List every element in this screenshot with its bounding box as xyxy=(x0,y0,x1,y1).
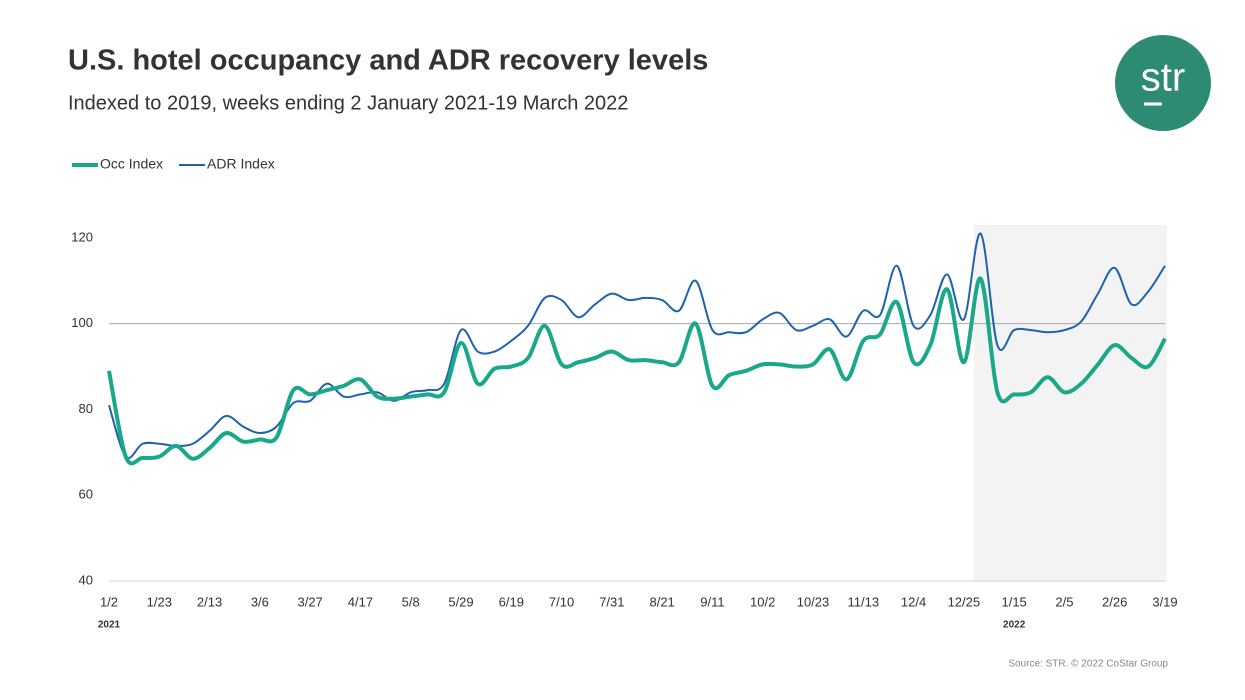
x-tick-label: 10/2 xyxy=(750,594,775,609)
series-line xyxy=(107,276,1167,466)
x-tick-label: 10/23 xyxy=(797,594,830,609)
x-tick-label: 3/19 xyxy=(1152,594,1177,609)
x-tick-label: 5/29 xyxy=(448,594,473,609)
y-tick-label: 100 xyxy=(71,315,93,330)
x-tick-label: 3/27 xyxy=(297,594,322,609)
logo-text: str xyxy=(1141,56,1185,100)
y-tick-label: 60 xyxy=(79,487,93,502)
x-tick-label: 9/11 xyxy=(700,594,724,609)
y-tick-label: 120 xyxy=(71,229,93,244)
x-tick-label: 2/5 xyxy=(1055,594,1073,609)
highlight-region xyxy=(973,225,1167,581)
x-tick-label: 7/31 xyxy=(599,594,624,609)
source: Source: STR. © 2022 CoStar Group xyxy=(1008,659,1168,670)
y-tick-label: 40 xyxy=(79,572,93,587)
x-tick-label: 1/15 xyxy=(1001,594,1026,609)
chart-subtitle: Indexed to 2019, weeks ending 2 January … xyxy=(68,92,628,114)
year-label: 2022 xyxy=(1003,620,1026,631)
x-tick-label: 2/26 xyxy=(1102,594,1127,609)
x-tick-label: 12/4 xyxy=(901,594,926,609)
x-tick-label: 11/13 xyxy=(847,594,879,609)
x-tick-label: 7/10 xyxy=(549,594,574,609)
x-tick-label: 8/21 xyxy=(649,594,674,609)
year-label: 2021 xyxy=(98,620,121,631)
x-tick-label: 6/19 xyxy=(499,594,524,609)
x-tick-label: 1/23 xyxy=(147,594,172,609)
legend-label: ADR Index xyxy=(207,156,275,172)
chart-title: U.S. hotel occupancy and ADR recovery le… xyxy=(68,45,708,77)
x-tick-label: 1/2 xyxy=(100,594,118,609)
x-tick-label: 4/17 xyxy=(348,594,373,609)
legend-label: Occ Index xyxy=(100,156,163,172)
y-tick-label: 80 xyxy=(79,401,93,416)
x-tick-label: 5/8 xyxy=(402,594,420,609)
x-tick-label: 3/6 xyxy=(251,594,269,609)
x-tick-label: 12/25 xyxy=(948,594,981,609)
x-tick-label: 2/13 xyxy=(197,594,222,609)
logo-circle xyxy=(1115,35,1211,131)
